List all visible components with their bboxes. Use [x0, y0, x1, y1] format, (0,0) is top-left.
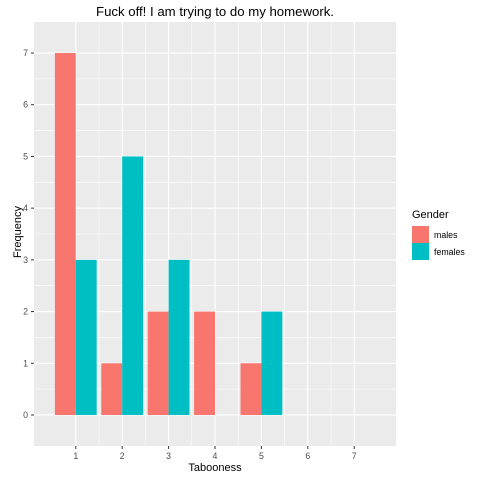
bar-males — [54, 53, 76, 415]
bar-males — [240, 363, 262, 415]
legend-title: Gender — [412, 209, 449, 221]
y-tick-label: 5 — [23, 151, 28, 161]
bar-females — [122, 156, 144, 415]
legend-item-females: females — [412, 243, 465, 260]
legend-key-males — [412, 226, 429, 243]
bar-females — [261, 311, 283, 415]
bar-females — [168, 259, 190, 415]
x-tick-label: 4 — [213, 451, 218, 461]
y-tick-label: 7 — [23, 48, 28, 58]
legend-item-males: males — [412, 226, 457, 243]
legend-label-females: females — [434, 246, 465, 257]
bar-females — [75, 259, 97, 415]
x-axis-label: Tabooness — [188, 462, 242, 474]
legend-key-females — [412, 243, 429, 260]
y-tick-label: 4 — [23, 203, 28, 213]
legend-label-males: males — [434, 229, 458, 240]
x-tick-label: 1 — [73, 451, 78, 461]
x-tick-label: 2 — [120, 451, 125, 461]
x-tick-label: 5 — [259, 451, 264, 461]
y-tick-label: 6 — [23, 100, 28, 110]
y-axis-label: Frequency — [12, 206, 24, 258]
y-tick-label: 3 — [23, 255, 28, 265]
bar-males — [147, 311, 169, 415]
bar-males — [101, 363, 123, 415]
chart-title: Fuck off! I am trying to do my homework. — [96, 4, 334, 19]
y-tick-label: 1 — [23, 358, 28, 368]
x-tick-label: 3 — [166, 451, 171, 461]
y-tick-label: 0 — [23, 410, 28, 420]
x-tick-label: 7 — [352, 451, 357, 461]
x-tick-label: 6 — [305, 451, 310, 461]
y-tick-label: 2 — [23, 307, 28, 317]
bar-males — [194, 311, 215, 415]
